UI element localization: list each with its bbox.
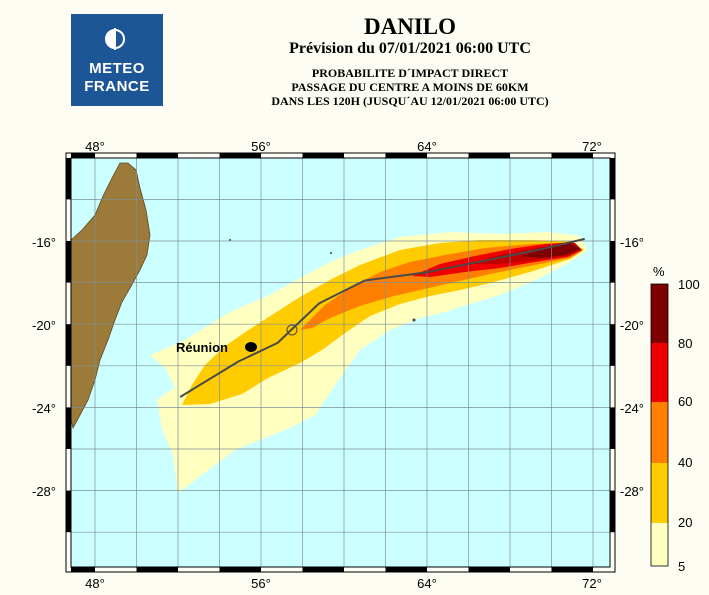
legend-tick-100: 100 [678, 277, 700, 292]
legend-color-box [651, 402, 668, 463]
frame-tick [136, 567, 178, 572]
frame-tick [71, 567, 95, 572]
frame-tick [302, 153, 344, 158]
lat-label-right-24: -24° [620, 401, 644, 416]
lon-label-top-48: 48° [85, 139, 105, 154]
storm-name-title: DANILO [363, 14, 456, 39]
frame-tick [219, 567, 261, 572]
frame-tick [610, 158, 615, 200]
frame-tick [551, 567, 593, 572]
map-graticule [71, 158, 610, 567]
frame-tick [610, 490, 615, 533]
description-line-2: PASSAGE DU CENTRE A MOINS DE 60KM [291, 80, 529, 94]
legend-tick-5: 5 [678, 559, 685, 574]
legend-color-box [651, 463, 668, 523]
legend-border [650, 283, 669, 567]
frame-tick [468, 567, 510, 572]
zone-max [520, 243, 580, 258]
zone-5-20 [150, 232, 588, 493]
frame-tick [551, 153, 593, 158]
mauritius-island [286, 324, 298, 336]
legend-color-box [651, 284, 668, 343]
lat-label-left-24: -24° [32, 401, 56, 416]
islet [330, 252, 332, 254]
frame-tick [302, 567, 344, 572]
reunion-label: Réunion [176, 340, 228, 355]
meteo-france-logo: METEO FRANCE [71, 14, 163, 106]
rodrigues-island [412, 318, 416, 322]
lon-label-top-56: 56° [251, 139, 271, 154]
probability-swath [150, 232, 588, 493]
frame-tick-marks [66, 153, 615, 572]
lon-label-bottom-56: 56° [251, 576, 271, 591]
legend-color-box [651, 343, 668, 402]
frame-tick [66, 324, 71, 366]
lon-label-bottom-64: 64° [417, 576, 437, 591]
legend-tick-60: 60 [678, 394, 692, 409]
legend-unit: % [653, 264, 665, 279]
meteo-france-emblem-icon [105, 28, 125, 50]
frame-tick [610, 407, 615, 449]
product-description: PROBABILITE D´IMPACT DIRECT PASSAGE DU C… [200, 66, 620, 108]
frame-tick [66, 158, 71, 200]
forecast-date-subtitle: Prévision du 07/01/2021 06:00 UTC [289, 40, 531, 57]
lon-label-top-72: 72° [582, 139, 602, 154]
frame-tick [385, 567, 427, 572]
frame-tick [71, 153, 95, 158]
frame-tick [610, 324, 615, 366]
lat-label-right-20: -20° [620, 318, 644, 333]
legend-tick-20: 20 [678, 515, 692, 530]
lat-label-right-16: -16° [620, 235, 644, 250]
lon-label-top-64: 64° [417, 139, 437, 154]
frame-tick [468, 153, 510, 158]
probability-legend: % 5 20 40 60 80 100 [650, 264, 700, 574]
lat-label-left-16: -16° [32, 235, 56, 250]
frame-tick [219, 153, 261, 158]
description-line-3: DANS LES 120H (JUSQU´AU 12/01/2021 06:00… [271, 94, 549, 108]
frame-tick [136, 153, 178, 158]
description-line-1: PROBABILITE D´IMPACT DIRECT [311, 66, 509, 80]
frame-tick [385, 153, 427, 158]
lon-label-bottom-48: 48° [85, 576, 105, 591]
lat-label-right-28: -28° [620, 484, 644, 499]
logo-line-1: METEO [89, 60, 145, 77]
logo-line-2: FRANCE [84, 78, 150, 95]
tromelin-island [229, 239, 231, 241]
frame-tick [66, 490, 71, 533]
lat-label-left-28: -28° [32, 484, 56, 499]
frame-tick [66, 241, 71, 283]
legend-color-box [651, 523, 668, 566]
legend-tick-40: 40 [678, 455, 692, 470]
frame-tick [66, 407, 71, 449]
reunion-island [245, 342, 257, 352]
forecast-track-line [179, 237, 585, 398]
legend-tick-80: 80 [678, 336, 692, 351]
legend-color-scale [651, 284, 668, 566]
zone-20-40 [182, 240, 584, 405]
lat-label-left-20: -20° [32, 318, 56, 333]
frame-tick [610, 241, 615, 283]
lon-label-bottom-72: 72° [582, 576, 602, 591]
